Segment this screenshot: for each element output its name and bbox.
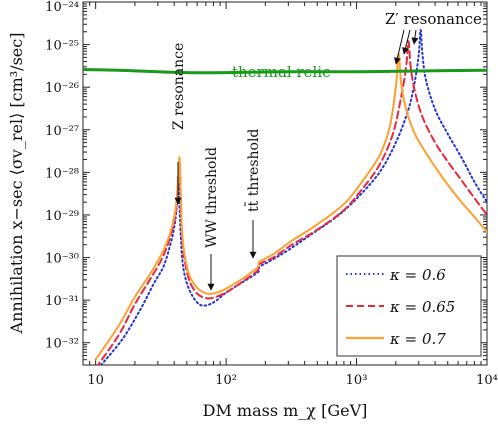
- x-tick-label: 10: [87, 373, 104, 388]
- annotation-tt-threshold: tt̄ threshold: [244, 129, 262, 212]
- y-tick-label: 10⁻²⁴: [45, 0, 79, 15]
- x-axis-title: DM mass m_χ [GeV]: [203, 401, 368, 420]
- x-tick-label: 10³: [346, 373, 368, 388]
- y-tick-label: 10⁻²⁶: [45, 81, 79, 96]
- annotations: Z resonance WW threshold tt̄ threshold Z…: [171, 10, 482, 291]
- annotation-ww-threshold: WW threshold: [204, 147, 220, 248]
- annotation-thermal-relic: thermal relic: [232, 63, 331, 81]
- legend: κ = 0.6 κ = 0.65 κ = 0.7: [336, 255, 482, 357]
- y-tick-label: 10⁻²⁸: [45, 166, 79, 181]
- x-tick-label: 10²: [215, 373, 237, 388]
- y-tick-labels: 10⁻³² 10⁻³¹ 10⁻³⁰ 10⁻²⁹ 10⁻²⁸ 10⁻²⁷ 10⁻²⁶ 10⁻²⁵…: [45, 0, 79, 352]
- plot-frame: [82, 1, 488, 366]
- x-tick-labels: 10 10² 10³ 10⁴: [87, 373, 498, 388]
- series-group: [83, 29, 487, 365]
- series-line-thermal-relic: [83, 68, 487, 75]
- y-tick-label: 10⁻³⁰: [45, 252, 79, 267]
- annotation-zprime-arrow-1: [394, 29, 405, 65]
- annotation-zprime-resonance: Z′ resonance: [385, 10, 482, 28]
- y-tick-label: 10⁻²⁵: [45, 39, 79, 54]
- x-tick-label: 10⁴: [476, 373, 498, 388]
- axis-ticks: [82, 1, 488, 366]
- annotation-zprime-arrow-3: [411, 29, 419, 45]
- legend-label-k06: κ = 0.6: [389, 266, 446, 284]
- y-tick-label: 10⁻³²: [45, 337, 79, 352]
- series-line--0-7: [94, 53, 487, 361]
- series-line--0-65: [96, 40, 487, 365]
- y-axis-title: Annihilation x−sec ⟨σv_rel⟩ [cm³/sec]: [7, 33, 26, 335]
- y-tick-label: 10⁻³¹: [45, 294, 79, 309]
- legend-label-k07: κ = 0.7: [389, 330, 446, 348]
- annotation-zprime-arrow-2: [402, 29, 411, 55]
- y-tick-label: 10⁻²⁹: [45, 209, 79, 224]
- annotation-z-resonance: Z resonance: [171, 43, 187, 130]
- legend-label-k065: κ = 0.65: [389, 298, 455, 316]
- y-tick-label: 10⁻²⁷: [45, 124, 79, 139]
